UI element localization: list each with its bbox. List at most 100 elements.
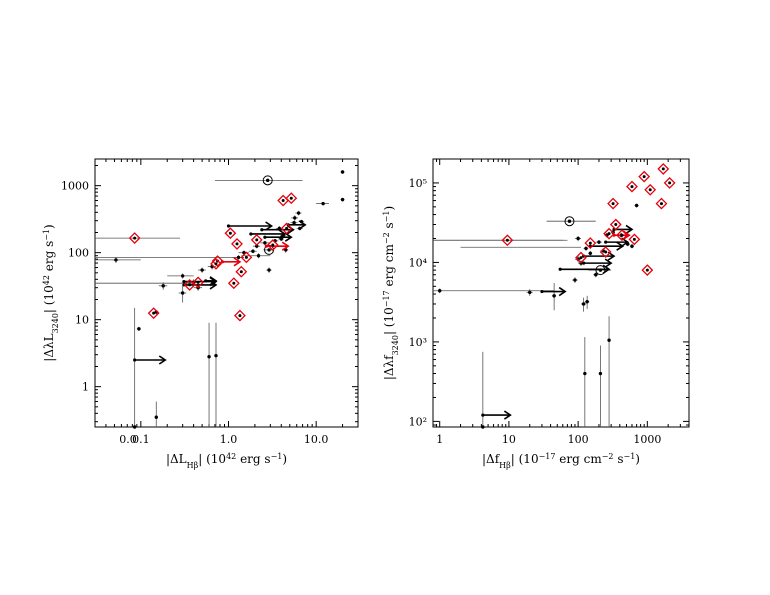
red-diamond-point <box>285 226 289 230</box>
limit-arrow-head <box>604 258 613 268</box>
limit-arrow-head <box>625 224 634 235</box>
data-point <box>584 246 588 251</box>
red-diamond-point <box>196 280 200 284</box>
limit-arrow-head <box>503 410 512 420</box>
red-diamond-point <box>645 268 649 272</box>
circled-point <box>266 178 270 183</box>
data-point <box>588 251 593 256</box>
x-tick-label: 1000 <box>633 433 661 446</box>
data-point <box>154 415 158 419</box>
circled-point-ring <box>595 265 606 276</box>
red-diamond-point <box>648 188 652 192</box>
data-point <box>598 371 603 376</box>
limit-arrow-point <box>263 235 267 239</box>
x-tick-label: 0.1 <box>132 433 150 446</box>
red-diamond-marker <box>501 234 514 247</box>
plot-frame <box>94 158 359 428</box>
data-point <box>132 425 137 429</box>
red-diamond-point <box>620 233 624 237</box>
y-tick-label: 10⁵ <box>409 177 427 190</box>
red-diamond-marker <box>584 237 597 250</box>
data-point <box>583 371 587 376</box>
red-diamond-marker <box>227 277 240 290</box>
red-diamond-point <box>289 196 293 200</box>
red-diamond-marker <box>607 197 620 210</box>
data-point <box>137 327 141 331</box>
limit-arrow-point <box>481 413 485 417</box>
limit-arrow-head <box>265 221 274 231</box>
data-point <box>207 355 211 359</box>
limit-arrow-head <box>233 257 242 267</box>
red-diamond-point <box>228 231 232 235</box>
chart-panel-2: 1 10 100 1000 10² 10³ 10⁴ 10⁵ |ΔfHβ| (10−17 erg … <box>382 158 690 470</box>
red-diamond-marker <box>603 227 615 240</box>
circled-point <box>567 219 572 223</box>
data-point <box>607 338 611 342</box>
data-point <box>200 268 204 272</box>
data-point <box>296 211 301 215</box>
red-diamond-marker <box>638 170 651 183</box>
red-diamond-point <box>611 202 615 206</box>
y-tick-label: 10⁴ <box>409 256 428 269</box>
red-diamond-point <box>188 283 192 287</box>
limit-arrow-point <box>182 279 186 284</box>
circled-point-ring <box>564 216 575 227</box>
limit-arrow-head <box>284 232 293 242</box>
circled-point-ring <box>262 175 273 186</box>
data-point <box>438 289 442 293</box>
data-point <box>180 274 185 278</box>
x-tick-label: 10 <box>502 433 516 446</box>
data-point <box>161 284 165 288</box>
x-tick-label: 1.0 <box>220 433 238 446</box>
data-point <box>573 278 577 282</box>
limit-arrow-point <box>582 261 586 265</box>
y-tick-label: 1000 <box>61 180 89 193</box>
red-diamond-marker <box>628 233 641 246</box>
red-diamond-point <box>659 202 663 206</box>
data-point <box>214 353 218 358</box>
red-diamond-marker <box>147 307 160 320</box>
red-diamond-point <box>632 237 636 241</box>
red-diamond-point <box>642 175 646 179</box>
red-diamond-point <box>232 281 236 285</box>
data-point <box>581 302 586 306</box>
red-diamond-point <box>661 167 665 171</box>
red-diamond-marker <box>626 180 638 193</box>
data-point <box>321 201 325 206</box>
red-diamond-marker <box>231 238 243 250</box>
limit-arrow-point <box>260 228 264 232</box>
limit-arrow-point <box>264 244 268 248</box>
data-point <box>251 249 255 253</box>
data-point <box>634 203 639 208</box>
red-diamond-marker <box>192 276 205 289</box>
limit-arrow-point <box>226 224 231 228</box>
data-point <box>267 268 271 272</box>
red-diamond-point <box>255 238 259 242</box>
red-diamond-marker <box>655 197 668 210</box>
red-diamond-point <box>604 250 608 254</box>
red-diamond-marker <box>240 251 253 264</box>
data-point <box>585 300 589 304</box>
limit-arrow-head <box>298 220 307 230</box>
x-axis-label: |ΔfHβ| (10−17 erg cm−2 s−1) <box>482 452 640 470</box>
red-diamond-point <box>238 314 242 318</box>
red-diamond-point <box>152 311 156 315</box>
red-diamond-marker <box>266 239 279 251</box>
data-point <box>340 197 345 202</box>
red-diamond-marker <box>599 246 612 258</box>
data-point <box>630 244 634 248</box>
data-point <box>256 254 261 258</box>
red-diamond-point <box>271 243 275 247</box>
red-diamond-marker <box>285 192 298 205</box>
x-tick-label: 1 <box>436 433 443 446</box>
y-tick-label: 10² <box>409 415 427 428</box>
data-point <box>180 291 185 295</box>
red-diamond-point <box>133 236 137 240</box>
data-point <box>293 216 297 220</box>
data-point <box>594 273 598 277</box>
data-point <box>292 221 296 225</box>
red-diamond-marker <box>224 227 237 240</box>
data-point <box>576 236 580 241</box>
red-diamond-marker <box>663 177 676 189</box>
